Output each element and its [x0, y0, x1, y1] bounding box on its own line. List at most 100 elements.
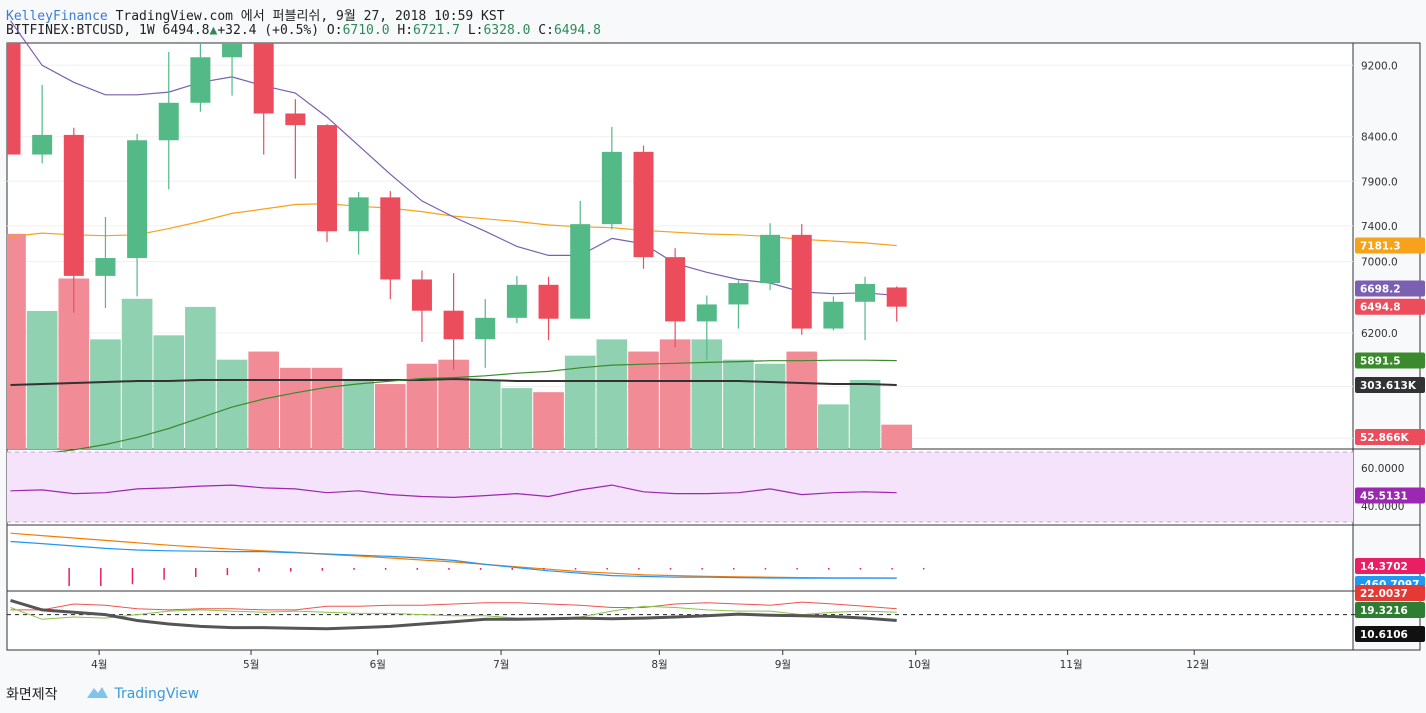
dmi-plus-tag: 19.3216	[1355, 602, 1425, 618]
volume-last-tag-bg	[1355, 429, 1425, 445]
time-tick-label: 10월	[908, 659, 931, 671]
header-title-line: KelleyFinance TradingView.com 에서 퍼블리쉬, 9…	[6, 5, 505, 24]
volume-ma-tag-label: 303.613K	[1360, 380, 1417, 392]
ma-slow-tag-label: 5891.5	[1360, 356, 1401, 368]
tradingview-logo[interactable]: TradingView	[84, 684, 199, 702]
candle-body	[348, 197, 369, 232]
volume-bar	[185, 306, 216, 449]
candle-body	[696, 304, 717, 322]
candle	[855, 276, 876, 341]
candle-body	[823, 301, 844, 329]
tradingview-logo-text: TradingView	[114, 686, 200, 702]
candle-body	[127, 140, 148, 259]
symbol-name[interactable]: BITFINEX:BTCUSD, 1W	[6, 23, 155, 38]
time-tick-label: 8월	[651, 659, 667, 671]
candle-body	[506, 284, 527, 318]
ma-fast-tag: 6698.2	[1355, 280, 1425, 297]
price-change: +32.4 (+0.5%)	[217, 23, 320, 38]
volume-bar	[881, 424, 913, 449]
candle	[158, 51, 179, 190]
volume-bar	[153, 335, 185, 449]
candle-body	[791, 234, 812, 329]
candle	[317, 124, 337, 242]
time-tick-label: 9월	[775, 659, 791, 671]
dmi-plus-tag-label: 19.3216	[1360, 605, 1408, 617]
dmi-minus-line	[10, 601, 897, 611]
price-tick-label: 6200.0	[1361, 328, 1398, 340]
volume-last-tag: 52.866K	[1355, 429, 1425, 445]
candle-body	[601, 151, 622, 225]
ma-fast-line	[10, 20, 897, 297]
candle-body	[570, 224, 591, 319]
candle	[95, 217, 116, 309]
rsi-band	[7, 452, 1353, 522]
high-label: H:	[397, 23, 414, 38]
candle	[348, 192, 369, 255]
candle	[506, 275, 527, 324]
volume-bar	[564, 355, 596, 449]
rsi-tick-label: 40.0000	[1361, 501, 1404, 513]
low-label: L:	[467, 23, 484, 38]
price-tick-label: 7000.0	[1361, 257, 1398, 269]
rsi-last-tag-bg	[1355, 487, 1425, 504]
adx-tag-label: 10.6106	[1360, 629, 1408, 641]
rsi-tick-label: 60.0000	[1361, 463, 1404, 475]
candle	[63, 127, 84, 313]
ma-fast-tag-bg	[1355, 280, 1425, 297]
candle	[285, 99, 306, 179]
candle	[222, 43, 243, 96]
author-link[interactable]: KelleyFinance	[6, 9, 108, 24]
candle-body	[538, 284, 559, 319]
rsi-line	[10, 484, 897, 499]
price-tick-label: 8400.0	[1361, 132, 1398, 144]
volume-ma-line	[10, 377, 897, 386]
candle-body	[760, 234, 781, 284]
ma-mid-tag-bg	[1355, 237, 1425, 254]
candle	[728, 280, 749, 329]
candles-group	[7, 43, 907, 370]
volume-bar	[311, 367, 343, 449]
candle	[443, 273, 464, 370]
candle	[127, 134, 148, 297]
candle	[7, 43, 21, 155]
price-tick-label: 9200.0	[1361, 60, 1398, 72]
rsi-last-tag: 45.5131	[1355, 487, 1425, 504]
candle-body	[95, 258, 116, 276]
volume-last-tag-label: 52.866K	[1360, 432, 1410, 444]
candle-body	[443, 310, 464, 340]
adx-tag-bg	[1355, 626, 1425, 642]
close-value: 6494.8	[553, 23, 601, 38]
volume-bar	[501, 388, 533, 449]
macd-hist-tag: 14.3702	[1355, 558, 1425, 574]
dmi-plus-line	[10, 605, 897, 620]
candle	[253, 43, 274, 155]
candle-body	[253, 43, 274, 114]
close-tag: 6494.8	[1355, 298, 1425, 315]
candle-body	[32, 134, 53, 155]
volume-bar	[754, 363, 786, 449]
volume-bar	[280, 367, 311, 449]
publish-info: TradingView.com 에서 퍼블리쉬, 9월 27, 2018 10:…	[115, 9, 505, 24]
close-tag-bg	[1355, 298, 1425, 315]
volume-bar	[469, 379, 501, 449]
candle	[475, 299, 496, 368]
volume-bar	[533, 392, 564, 449]
volume-bar	[849, 379, 881, 449]
open-label: O:	[326, 23, 343, 38]
volume-ma-tag-bg	[1355, 377, 1425, 393]
open-value: 6710.0	[342, 23, 390, 38]
volume-bar	[90, 339, 121, 449]
up-arrow-icon: ▲	[209, 23, 218, 38]
time-tick-label: 6월	[370, 659, 386, 671]
candle-body	[886, 287, 907, 307]
candle-body	[665, 257, 686, 322]
volume-bar	[438, 359, 469, 449]
dmi-plus-tag-bg	[1355, 602, 1425, 618]
candle-body	[475, 317, 496, 340]
last-price: 6494.8	[162, 23, 210, 38]
volume-bar	[374, 384, 406, 449]
candle-body	[190, 57, 211, 103]
time-tick-label: 5월	[243, 659, 259, 671]
candle-body	[633, 151, 654, 258]
